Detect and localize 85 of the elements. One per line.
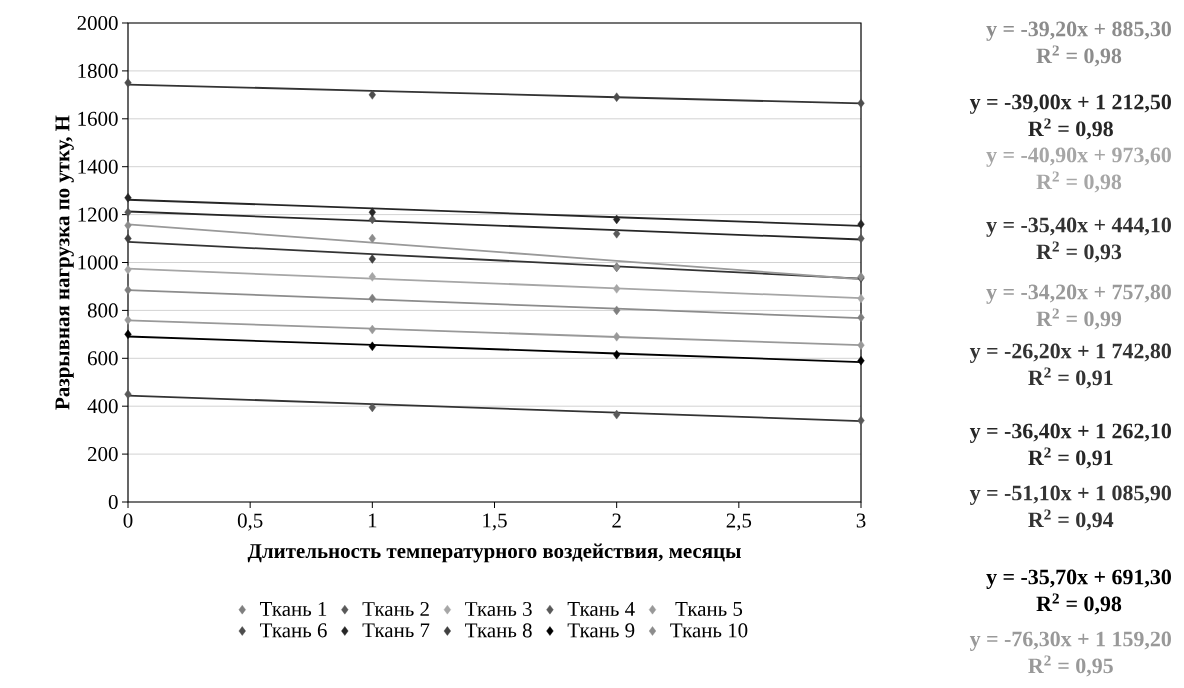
text: y = -34,20x + 757,80	[986, 284, 1171, 304]
point	[613, 92, 621, 102]
point	[613, 284, 621, 294]
point	[613, 214, 621, 225]
y-tick-label: 2000	[77, 15, 118, 31]
text: R$^{2}$ = 0,98	[1036, 171, 1122, 193]
point	[857, 312, 865, 323]
text: y = -35,70x + 691,30	[986, 569, 1171, 589]
text: R$^{2}$ = 0,94	[1028, 509, 1114, 531]
point	[613, 409, 621, 420]
point	[857, 98, 865, 108]
x-tick-label: 1	[368, 513, 377, 528]
legend-label: Ткань 7	[362, 623, 430, 638]
legend-label: Ткань 2	[362, 601, 429, 617]
point	[124, 329, 132, 340]
text: y = -39,20x + 885,30	[986, 21, 1171, 41]
point	[368, 293, 376, 304]
point	[857, 356, 865, 366]
point	[124, 207, 132, 217]
text: y = -51,10x + 1 085,90	[969, 485, 1171, 505]
y-tick-label: 1000	[78, 255, 118, 270]
text: y = -35,40x + 444,10	[986, 217, 1171, 237]
text: y = -26,20x + 1 742,80	[969, 343, 1171, 363]
y-tick-label: 0	[108, 494, 118, 510]
text: y = -40,90x + 973,60	[986, 147, 1171, 167]
y-tick-label: 400	[87, 399, 118, 414]
point	[368, 341, 376, 352]
legend-label: Ткань 3	[465, 601, 532, 617]
point	[857, 415, 865, 426]
text: y = -39,00x + 1 212,50	[969, 94, 1171, 114]
point	[124, 389, 132, 399]
x-tick-label: 3	[856, 513, 866, 528]
x-tick-label: 2,5	[726, 513, 752, 531]
point	[368, 207, 376, 217]
text: R$^{2}$ = 0,95	[1028, 655, 1113, 677]
y-tick-label: 800	[87, 303, 118, 318]
y-tick-label: 1400	[78, 159, 118, 174]
y-tick-label: 1200	[78, 207, 118, 222]
x-tick-label: 2	[612, 513, 621, 528]
text: R$^{2}$ = 0,91	[1028, 367, 1113, 389]
point	[857, 293, 865, 304]
legend-label: Ткань 6	[259, 623, 327, 638]
point	[124, 220, 132, 231]
y-tick-label: 200	[88, 447, 118, 462]
text: R$^{2}$ = 0,91	[1028, 447, 1113, 469]
point	[124, 78, 132, 88]
text: R$^{2}$ = 0,98	[1036, 593, 1122, 615]
text: R$^{2}$ = 0,93	[1036, 241, 1122, 263]
legend-label: Ткань 5	[675, 602, 743, 616]
point	[124, 193, 132, 203]
legend-label: Ткань 1	[259, 602, 327, 617]
point	[368, 233, 376, 244]
point	[368, 324, 376, 335]
text: y = -76,30x + 1 159,20	[969, 631, 1171, 651]
point	[124, 315, 132, 325]
legend-label: Ткань 4	[567, 602, 635, 616]
x-axis-title: Длительность температурного воздействия, месяцы	[247, 543, 741, 563]
point	[613, 350, 621, 360]
point	[124, 285, 132, 295]
y-tick-label: 600	[88, 351, 118, 366]
text: y = -36,40x + 1 262,10	[969, 423, 1171, 443]
text: R$^{2}$ = 0,98	[1028, 118, 1113, 140]
text: R$^{2}$ = 0,98	[1036, 45, 1122, 67]
text: R$^{2}$ = 0,99	[1036, 308, 1122, 330]
x-tick-label: 0,5	[237, 513, 263, 531]
legend-label: Ткань 9	[567, 623, 635, 638]
point	[368, 90, 376, 100]
point	[613, 229, 621, 239]
point	[613, 332, 621, 342]
y-tick-label: 1600	[78, 111, 118, 126]
point	[368, 254, 376, 264]
point	[857, 219, 865, 229]
point	[124, 264, 132, 275]
point	[368, 272, 376, 282]
point	[368, 402, 376, 413]
point	[857, 340, 865, 350]
legend-label: Ткань 10	[670, 623, 748, 638]
point	[613, 305, 621, 316]
y-tick-label: 1800	[78, 63, 118, 78]
legend-label: Ткань 8	[465, 623, 532, 638]
point	[124, 233, 132, 244]
x-tick-label: 1,5	[483, 513, 507, 531]
x-tick-label: 0	[123, 513, 133, 528]
y-axis-title: Разрывная нагрузка по утку, Н	[55, 115, 74, 410]
point	[857, 233, 865, 244]
